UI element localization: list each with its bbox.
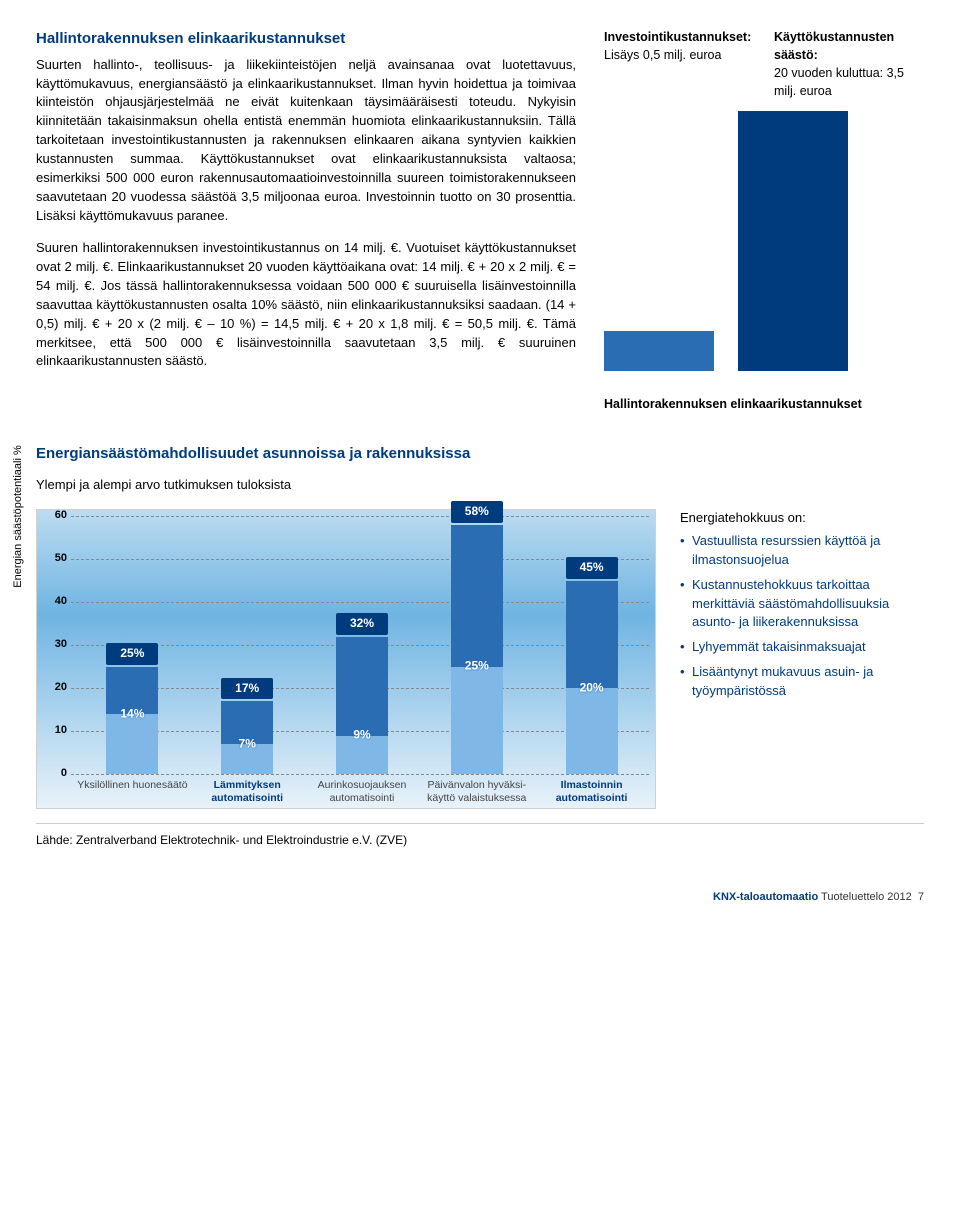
y-tick-label: 50 [43,551,67,567]
bar-group: 17% 7% [190,516,305,774]
energy-subtitle: Ylempi ja alempi arvo tutkimuksen tuloks… [36,476,924,495]
y-tick-label: 30 [43,637,67,653]
y-tick-label: 20 [43,680,67,696]
lifecycle-title: Hallintorakennuksen elinkaarikustannukse… [36,28,576,50]
y-axis-label: Energian säästöpotentiaali % [11,445,27,587]
bar-lower-label: 14% [106,703,158,724]
lifecycle-bar-segment [604,331,714,371]
bar-group: 25% 14% [75,516,190,774]
invest-head-left: Lisäys 0,5 milj. euroa [604,48,721,62]
footer-rest: Tuoteluettelo 2012 [821,891,912,903]
benefit-item: Lyhyemmät takaisin­maksuajat [680,638,924,657]
y-tick-label: 60 [43,508,67,524]
footer-brand: KNX-taloautomaatio [713,891,818,903]
invest-head-left-b: Investointikustan­nukset: [604,28,754,46]
x-axis-label: Yksilöllinen huonesäätö [75,779,190,804]
bar-lower-label: 20% [566,678,618,699]
x-axis-label: Ilmastoinnin automatisointi [534,779,649,804]
x-axis-label: Lämmityksen automatisointi [190,779,305,804]
lifecycle-para-1: Suurten hallinto-, teollisuus- ja liikek… [36,56,576,226]
bar-upper-label: 32% [336,613,388,634]
y-tick-label: 0 [43,766,67,782]
lifecycle-headers: Investointikustan­nukset: Lisäys 0,5 mil… [604,28,924,101]
x-axis-label: Aurinkosuojauksen automatisointi [305,779,420,804]
y-tick-label: 10 [43,723,67,739]
bar-lower [451,667,503,774]
bar-group: 45% 20% [534,516,649,774]
bar-lower-label: 25% [451,656,503,677]
bar-lower [566,688,618,774]
lifecycle-bar [604,111,714,371]
chart-source: Lähde: Zentralverband Elektrotechnik- un… [36,823,924,849]
bar-upper-label: 17% [221,678,273,699]
page-footer: KNX-taloautomaatio Tuoteluettelo 2012 7 [36,890,924,906]
invest-head-right: 20 vuoden kuluttua: 3,5 milj. euroa [774,66,904,98]
bar-group: 58%25% [419,516,534,774]
benefits-lead: Energiatehokkuus on: [680,509,924,528]
bar-upper-label: 45% [566,557,618,578]
lifecycle-para-2: Suuren hallintorakennuksen investointiku… [36,239,576,371]
y-tick-label: 40 [43,594,67,610]
benefits-list: Energiatehokkuus on: Vastuullista resurs… [680,509,924,707]
benefit-item: Vastuullista resurssien käyttöä ja ilmas… [680,532,924,570]
footer-page-num: 7 [918,891,924,903]
bar-group: 32% 9% [305,516,420,774]
benefit-item: Kustannustehokkuus tarkoittaa merkittävi… [680,576,924,633]
x-axis-label: Päivänvalon hyväksi­käyttö valaistuksess… [419,779,534,804]
bar-upper-label: 58% [451,501,503,522]
energy-bar-chart: Energian säästöpotentiaali % 01020304050… [36,509,656,809]
bar-lower-label: 9% [336,725,388,746]
lifecycle-bar-segment [738,111,848,371]
gridline [71,774,649,775]
bar-upper-label: 25% [106,643,158,664]
lifecycle-bar [738,111,848,371]
bar-lower-label: 7% [221,733,273,754]
lifecycle-chart [604,111,924,371]
lifecycle-caption: Hallintorakennuksen elinkaarikustannukse… [604,395,924,413]
energy-title: Energiansäästömahdollisuudet asunnoissa … [36,443,924,465]
benefit-item: Lisääntynyt mukavuus asuin- ja työympäri… [680,663,924,701]
invest-head-right-b: Käyttökustannusten säästö: [774,28,924,64]
